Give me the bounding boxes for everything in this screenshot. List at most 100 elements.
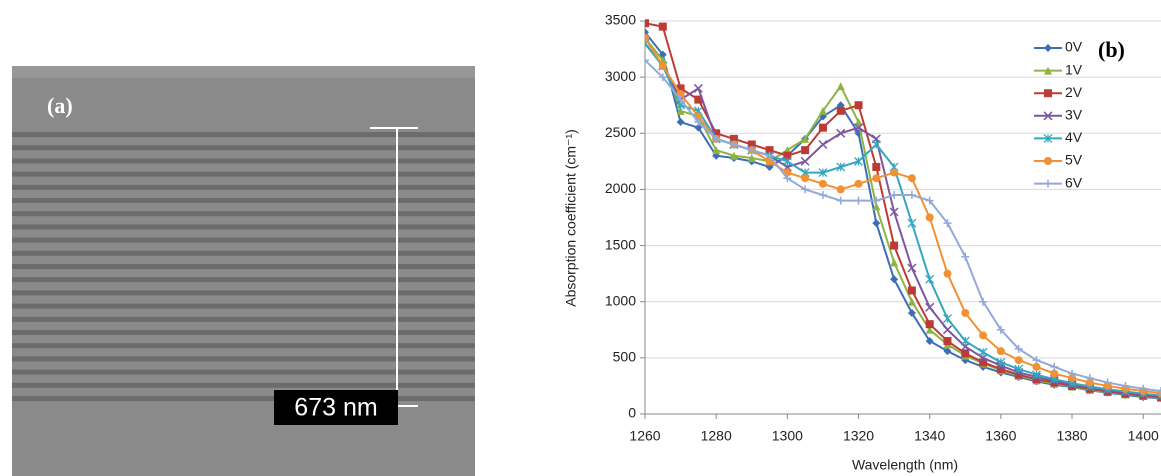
layer-stripe (12, 224, 475, 230)
layer-stripe (12, 198, 475, 203)
layer-stripe (12, 158, 475, 164)
y-tick-label: 1000 (605, 292, 636, 308)
y-tick-label: 3000 (605, 68, 636, 84)
marker (872, 202, 881, 211)
marker (854, 196, 863, 205)
marker (890, 258, 899, 267)
marker (694, 123, 703, 132)
marker (658, 73, 667, 82)
marker (961, 252, 970, 261)
marker (960, 336, 970, 346)
layer-stripe (12, 316, 475, 322)
marker (890, 168, 899, 177)
marker (925, 274, 935, 284)
x-tick-label: 1340 (914, 428, 945, 444)
marker (782, 156, 792, 166)
marker (996, 365, 1005, 374)
marker (872, 196, 881, 205)
marker (801, 174, 810, 183)
marker (801, 134, 810, 143)
marker (645, 19, 649, 28)
marker (1043, 133, 1053, 143)
marker (907, 174, 916, 183)
marker (854, 101, 863, 110)
marker (889, 207, 899, 217)
legend-label: 2V (1065, 84, 1083, 100)
marker (872, 174, 881, 183)
marker (872, 219, 881, 228)
marker (925, 325, 934, 334)
x-tick-label: 1400 (1128, 428, 1159, 444)
series-line (645, 22, 1161, 399)
marker (818, 106, 827, 115)
layer-stripe (12, 330, 475, 335)
marker (800, 156, 810, 166)
legend-item: 5V (1034, 152, 1083, 168)
marker (996, 347, 1005, 356)
legend-label: 3V (1065, 107, 1083, 123)
y-tick-label: 500 (613, 349, 637, 365)
marker (854, 179, 863, 188)
marker (1085, 374, 1094, 383)
marker (1044, 44, 1052, 52)
marker (712, 134, 721, 143)
marker (747, 146, 756, 155)
marker (925, 213, 934, 222)
marker (871, 140, 881, 149)
series-line (645, 37, 1161, 399)
marker (747, 153, 756, 162)
layer-stripe (12, 343, 475, 349)
marker (1014, 364, 1024, 374)
layer-stripe (12, 184, 475, 190)
marker (1157, 386, 1161, 395)
y-tick-label: 2500 (605, 124, 636, 140)
x-axis-title: Wavelength (nm) (852, 457, 958, 473)
marker (1044, 179, 1052, 188)
layer-stripes (12, 66, 475, 401)
marker (712, 146, 721, 155)
legend-label: 0V (1065, 39, 1083, 55)
marker (943, 219, 952, 228)
marker (783, 174, 792, 183)
layer-stripe (12, 250, 475, 256)
layer-stripe (12, 132, 475, 137)
marker (907, 297, 916, 306)
marker (645, 56, 649, 65)
marker (729, 140, 738, 149)
marker (765, 151, 774, 160)
marker (890, 275, 899, 284)
legend-item: 0V (1034, 39, 1083, 55)
marker (783, 151, 792, 160)
layer-stripe (12, 237, 475, 243)
marker (1014, 370, 1023, 379)
y-tick-label: 3500 (605, 12, 636, 28)
marker (1044, 157, 1052, 165)
y-axis-title: Absorption coefficient (cm⁻¹) (563, 129, 579, 307)
marker (872, 162, 881, 171)
marker (694, 95, 703, 104)
marker (712, 129, 721, 138)
y-tick-label: 2000 (605, 180, 636, 196)
marker (925, 320, 934, 329)
marker (979, 297, 988, 306)
marker (694, 118, 703, 127)
marker (693, 83, 703, 93)
legend-label: 1V (1065, 61, 1083, 77)
marker (1044, 89, 1052, 98)
marker (645, 33, 649, 42)
panel-label: (a) (47, 93, 73, 118)
legend-item: 1V (1034, 61, 1083, 77)
marker (1139, 384, 1148, 393)
marker (907, 218, 917, 228)
legend-label: 5V (1065, 152, 1083, 168)
scale-label-box (274, 390, 398, 425)
x-tick-label: 1300 (772, 428, 803, 444)
marker (676, 95, 685, 104)
micrograph: 673 nm (a) (12, 66, 475, 476)
legend-item: 2V (1034, 84, 1083, 100)
marker (818, 139, 828, 150)
marker (1014, 344, 1023, 353)
marker (801, 146, 810, 155)
marker (979, 358, 988, 367)
